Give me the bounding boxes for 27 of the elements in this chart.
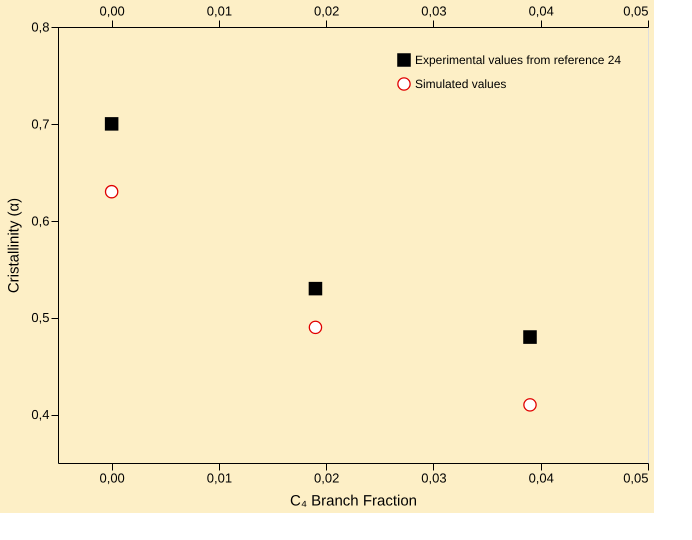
- y-tick-label: 0,4: [31, 407, 50, 422]
- x2-tick-label: 0,02: [314, 4, 340, 18]
- x-tick-label: 0,05: [623, 470, 648, 486]
- y-tick-label: 0,8: [31, 20, 50, 34]
- y-axis-title: Cristallinity (α): [5, 198, 22, 294]
- point: [104, 117, 118, 131]
- x2-tick-label: 0,03: [421, 4, 447, 18]
- x2-tick-label: 0,01: [206, 4, 232, 18]
- x2-tick-label: 0,05: [623, 4, 648, 18]
- x-tick-label: 0,04: [528, 470, 554, 486]
- y-tick-label: 0,5: [31, 310, 50, 326]
- legend-label: Experimental values from reference 24: [415, 53, 622, 67]
- y-tick-label: 0,7: [31, 116, 50, 132]
- x2-tick-label: 0,00: [99, 4, 125, 18]
- x-tick-label: 0,00: [99, 470, 125, 486]
- legend-label: Simulated values: [415, 77, 506, 91]
- y-tick-label: 0,6: [31, 213, 50, 228]
- point: [523, 398, 537, 412]
- point: [104, 184, 118, 198]
- point: [523, 330, 537, 344]
- x-tick-label: 0,02: [314, 470, 340, 486]
- x-axis-title: C₄ Branch Fraction: [290, 492, 418, 510]
- point: [308, 282, 322, 296]
- x-tick-label: 0,01: [206, 470, 232, 486]
- x-tick-label: 0,03: [421, 470, 447, 486]
- point: [308, 320, 322, 334]
- x2-tick-label: 0,04: [528, 4, 554, 18]
